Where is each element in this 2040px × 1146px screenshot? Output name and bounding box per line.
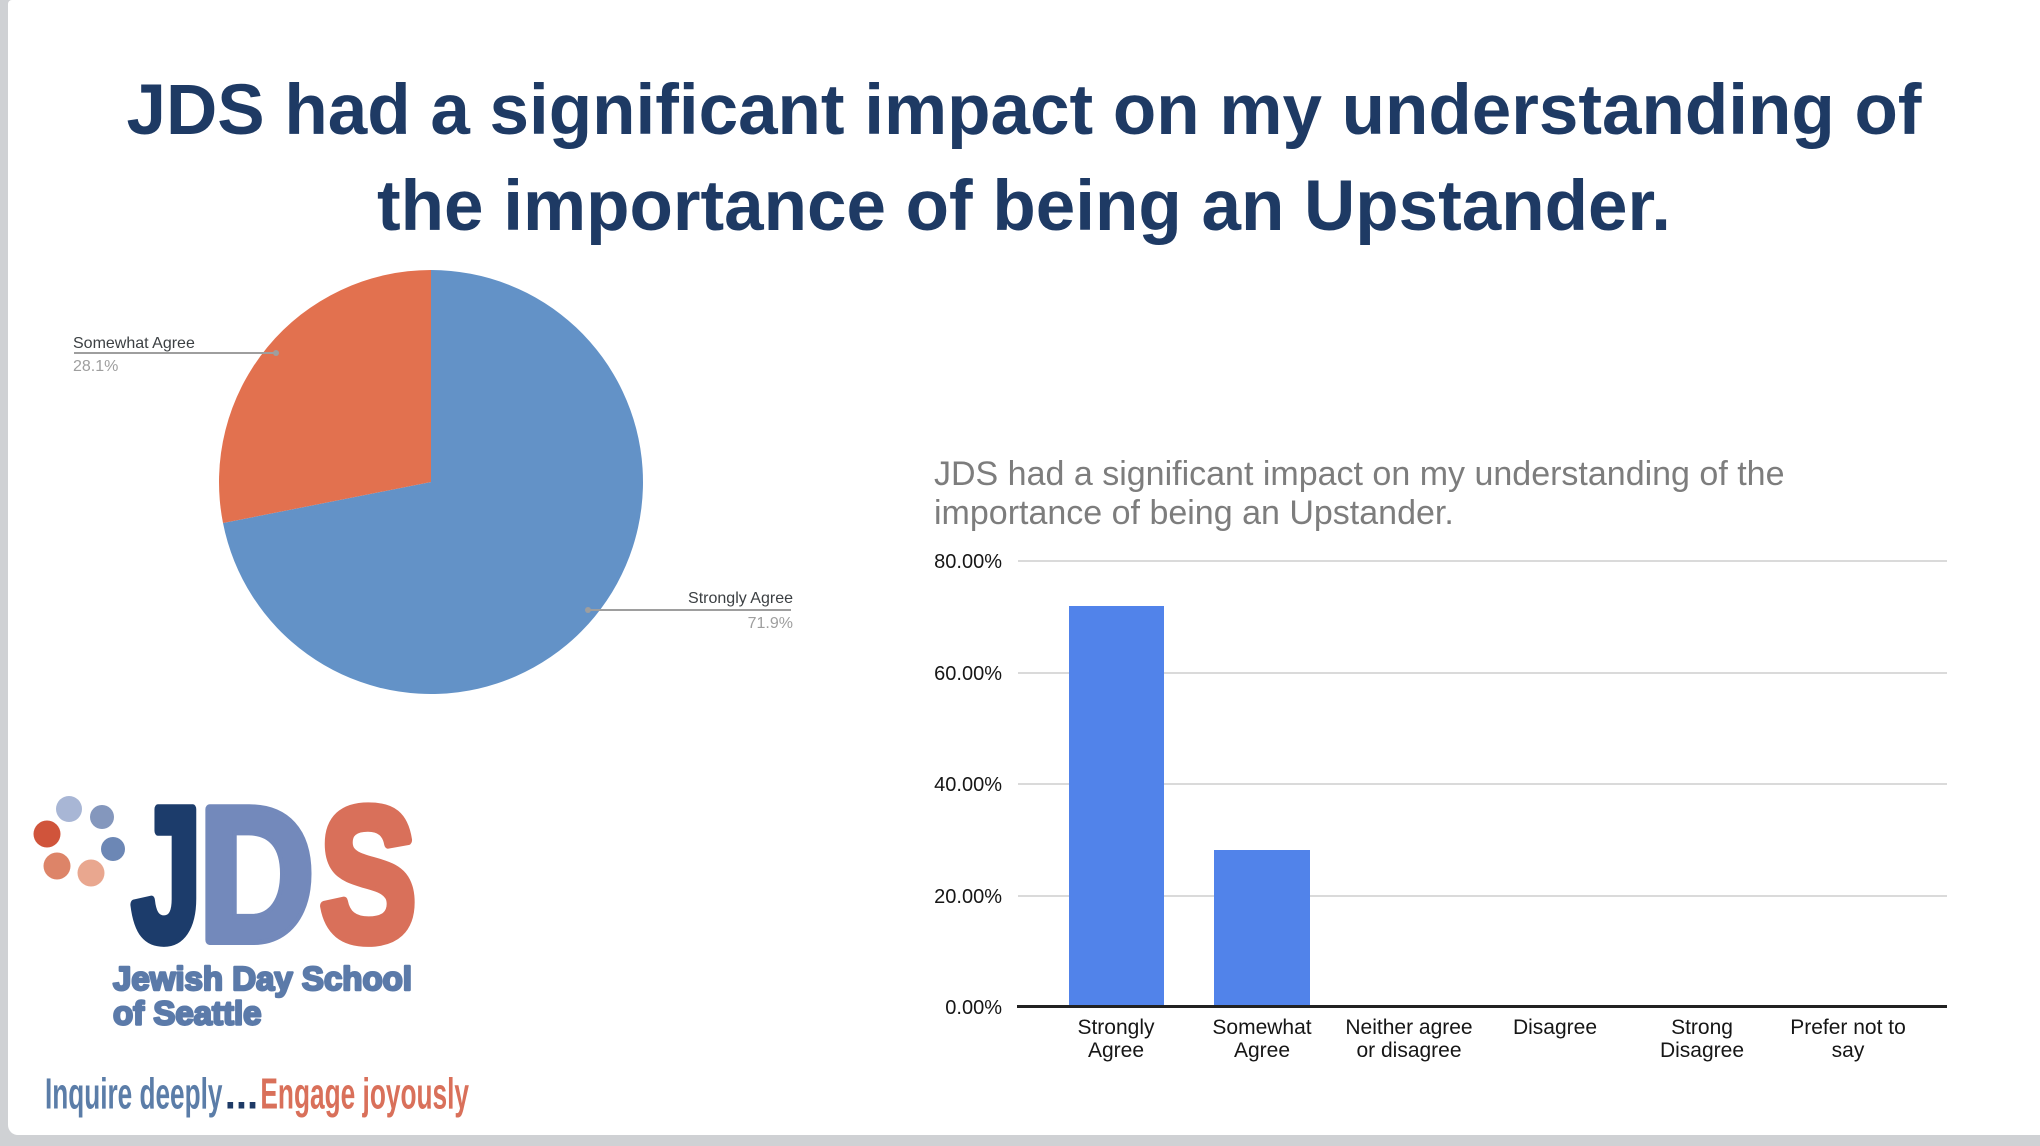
svg-text:J: J bbox=[132, 780, 202, 981]
svg-text:of Seattle: of Seattle bbox=[113, 995, 262, 1032]
svg-text:Jewish Day School: Jewish Day School bbox=[113, 960, 412, 997]
svg-text:Inquire deeply: Inquire deeply bbox=[45, 1068, 222, 1118]
svg-text:D: D bbox=[199, 780, 314, 981]
svg-text:...: ... bbox=[225, 1069, 258, 1118]
svg-text:Engage joyously: Engage joyously bbox=[260, 1068, 469, 1118]
svg-text:S: S bbox=[320, 780, 417, 980]
